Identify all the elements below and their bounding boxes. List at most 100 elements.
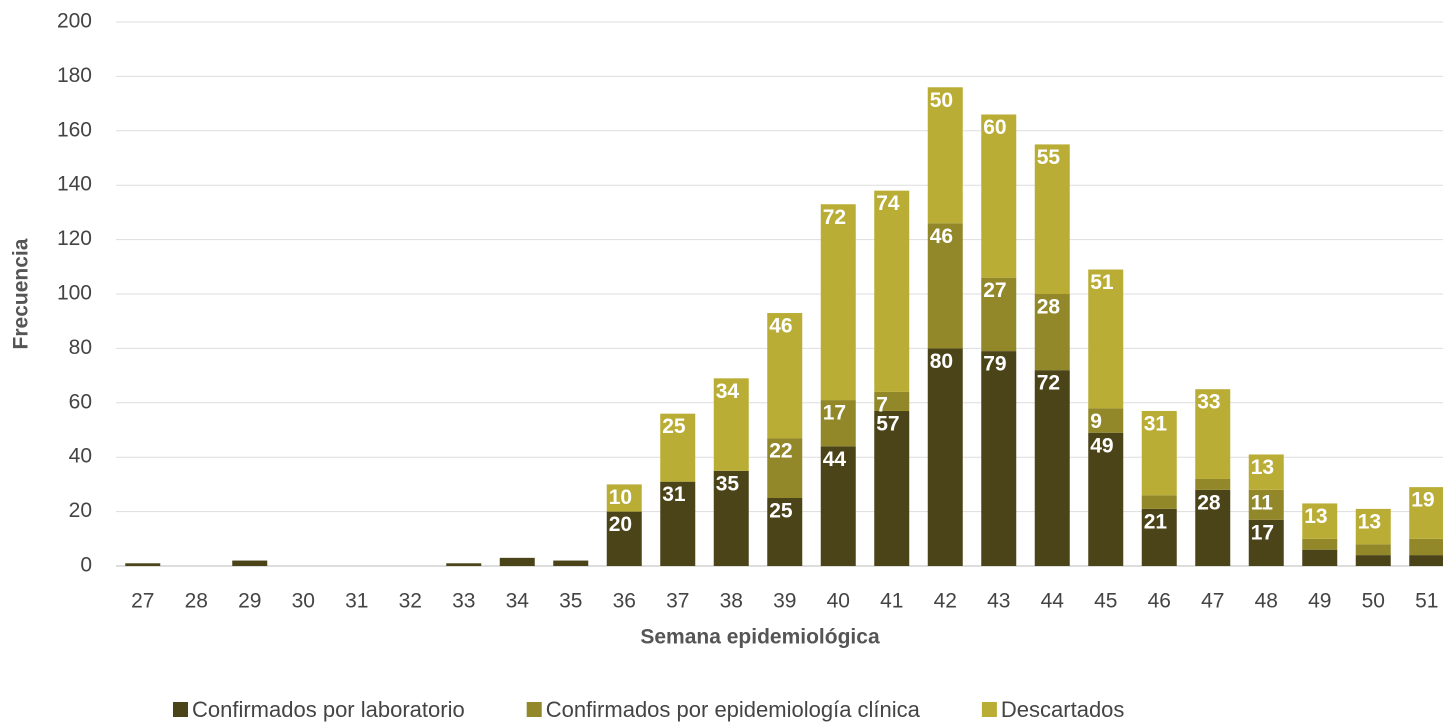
y-tick-label: 80 [69, 336, 92, 359]
bar-segment [1302, 549, 1338, 566]
value-label: 72 [1037, 372, 1060, 395]
bar-segment [1034, 144, 1070, 294]
bar-segment [767, 498, 803, 566]
x-tick-label: 49 [1308, 590, 1331, 613]
value-label: 28 [1037, 296, 1061, 319]
y-tick-label: 0 [80, 554, 92, 577]
x-tick-label: 28 [185, 590, 208, 613]
bar-segment [1355, 555, 1391, 566]
x-tick-label: 32 [399, 590, 422, 613]
y-tick-label: 40 [69, 445, 92, 468]
value-label: 49 [1090, 434, 1113, 457]
value-label: 55 [1037, 146, 1061, 169]
value-label: 9 [1090, 410, 1102, 433]
bar-segment [820, 400, 856, 447]
value-label: 11 [1251, 491, 1274, 514]
bar-segment [874, 190, 910, 392]
bar-segment [1034, 294, 1070, 371]
value-label: 46 [930, 225, 953, 248]
value-label: 35 [716, 472, 740, 495]
value-label: 57 [876, 413, 899, 436]
x-tick-label: 43 [987, 590, 1010, 613]
bar-segment [1088, 432, 1124, 566]
y-tick-label: 100 [57, 282, 92, 305]
value-label: 13 [1251, 456, 1274, 479]
legend-swatch [981, 702, 997, 717]
bar-segment [1355, 508, 1391, 545]
bar-segment [1195, 489, 1231, 566]
bar-segment [1248, 519, 1284, 566]
x-tick-label: 31 [345, 590, 368, 613]
bar-segment [767, 438, 803, 498]
y-tick-label: 20 [69, 499, 92, 522]
value-label: 50 [930, 89, 953, 112]
bar-segment [927, 223, 963, 349]
bar-segment [1141, 495, 1177, 509]
x-tick-label: 47 [1201, 590, 1224, 613]
value-label: 7 [876, 393, 888, 416]
bar-segment [660, 481, 696, 566]
bar-segment [981, 277, 1017, 352]
bar-segment [1195, 478, 1231, 490]
x-tick-label: 36 [613, 590, 636, 613]
x-tick-label: 29 [238, 590, 261, 613]
bar-segment [606, 511, 642, 566]
legend-swatch [173, 702, 188, 717]
value-label: 22 [769, 440, 792, 463]
bar-segment [713, 378, 749, 471]
bar-segment [713, 470, 749, 566]
value-label: 51 [1090, 271, 1114, 294]
bar-segment [874, 391, 910, 411]
x-tick-label: 41 [880, 590, 903, 613]
legend-label: Confirmados por laboratorio [192, 697, 465, 722]
value-label: 60 [983, 116, 1006, 139]
bar-segment [1195, 389, 1231, 479]
bar-segment [1409, 487, 1443, 539]
value-label: 79 [983, 353, 1006, 376]
y-axis-title: Frecuencia [10, 238, 33, 349]
x-tick-label: 35 [559, 590, 582, 613]
x-tick-label: 42 [934, 590, 957, 613]
value-label: 72 [823, 206, 846, 229]
bar-segment [927, 348, 963, 566]
value-label: 74 [876, 192, 900, 215]
bar-segment [1409, 538, 1443, 556]
bar-segment [606, 484, 642, 512]
x-tick-label: 48 [1255, 590, 1278, 613]
bar-segment [499, 557, 535, 566]
x-tick-label: 45 [1094, 590, 1117, 613]
x-tick-label: 40 [827, 590, 850, 613]
value-label: 31 [662, 483, 686, 506]
value-label: 80 [930, 350, 953, 373]
x-tick-label: 30 [292, 590, 315, 613]
value-label: 21 [1144, 510, 1168, 533]
x-axis-title: Semana epidemiológica [640, 626, 880, 649]
x-tick-label: 37 [666, 590, 689, 613]
bar-segment [820, 204, 856, 401]
value-label: 13 [1358, 510, 1381, 533]
x-tick-label: 39 [773, 590, 796, 613]
x-tick-label: 46 [1148, 590, 1171, 613]
value-label: 28 [1197, 491, 1221, 514]
value-label: 27 [983, 279, 1006, 302]
bar-segment [125, 563, 161, 566]
x-tick-label: 33 [452, 590, 475, 613]
value-label: 46 [769, 315, 792, 338]
bar-segment [446, 563, 482, 566]
x-tick-label: 50 [1362, 590, 1385, 613]
y-tick-label: 140 [57, 173, 92, 196]
value-label: 20 [609, 513, 632, 536]
bar-segment [767, 313, 803, 439]
bar-segment [927, 87, 963, 224]
x-tick-label: 27 [131, 590, 154, 613]
bar-segment [660, 413, 696, 482]
value-label: 25 [662, 415, 686, 438]
bar-segment [981, 351, 1017, 566]
bar-segment [1302, 503, 1338, 539]
y-tick-label: 200 [57, 10, 92, 33]
value-label: 34 [716, 380, 740, 403]
value-label: 17 [823, 402, 846, 425]
bar-segment [1248, 454, 1284, 490]
x-tick-label: 44 [1041, 590, 1065, 613]
